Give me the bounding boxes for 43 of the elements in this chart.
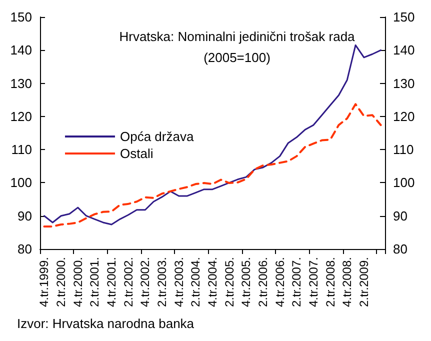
- x-tick-label: 4.tr.1999.: [37, 257, 52, 308]
- y2-tick-label: 100: [393, 175, 415, 190]
- x-tick-label: 2.tr.2009.: [356, 257, 371, 308]
- y-tick-label: 140: [10, 42, 32, 58]
- x-tick-label: 4.tr.2005.: [239, 257, 254, 308]
- x-tick-label: 2.tr.2008.: [323, 257, 338, 308]
- y2-tick-label: 80: [393, 242, 408, 256]
- x-tick-label: 2.tr.2004.: [188, 257, 203, 308]
- x-tick-label: 2.tr.2005.: [222, 257, 236, 308]
- y-tick-label: 150: [10, 10, 32, 24]
- y2-tick-label: 90: [393, 208, 408, 224]
- y2-tick-label: 120: [393, 108, 415, 124]
- y-tick-label: 100: [10, 175, 32, 190]
- text: Hrvatska: Nominalni jedinični trošak rada: [119, 29, 356, 44]
- y-tick-label: 130: [10, 76, 32, 91]
- x-tick-label: 4.tr.2001.: [104, 257, 119, 308]
- x-tick-label: 2.tr.2003.: [155, 257, 170, 308]
- x-tick-label: 4.tr.2004.: [206, 257, 220, 308]
- x-tick-label: 2.tr.2000.: [54, 257, 68, 308]
- x-tick-label: 2.tr.2007.: [290, 257, 304, 308]
- legend-label: Ostali: [120, 146, 154, 161]
- y2-tick-label: 130: [393, 76, 415, 91]
- line-series: [43, 44, 382, 226]
- x-tick-label: 2.tr.2002.: [121, 257, 136, 308]
- line-series: [43, 103, 382, 228]
- y-tick-label: 80: [18, 242, 32, 256]
- x-tick-label: 4.tr.2002.: [138, 257, 152, 308]
- text: (2005=100): [204, 50, 270, 65]
- x-tick-label: 4.tr.2003.: [172, 257, 186, 308]
- x-tick-label: 4.tr.2008.: [340, 257, 354, 308]
- x-tick-label: 4.tr.2007.: [306, 257, 320, 308]
- x-tick-label: 2.tr.2001.: [88, 257, 102, 308]
- x-tick-label: 2.tr.2006.: [256, 257, 270, 308]
- y2-tick-label: 140: [393, 42, 415, 58]
- y-tick-label: 90: [18, 208, 32, 224]
- y2-tick-label: 110: [393, 142, 414, 158]
- y2-tick-label: 150: [393, 10, 415, 24]
- legend-label: Opća država: [120, 129, 194, 144]
- y-tick-label: 110: [11, 142, 32, 158]
- x-tick-label: 4.tr.2006.: [272, 257, 287, 308]
- text: Izvor: Hrvatska narodna banka: [17, 316, 195, 331]
- x-tick-label: 4.tr.2000.: [70, 257, 85, 308]
- y-tick-label: 120: [10, 108, 32, 124]
